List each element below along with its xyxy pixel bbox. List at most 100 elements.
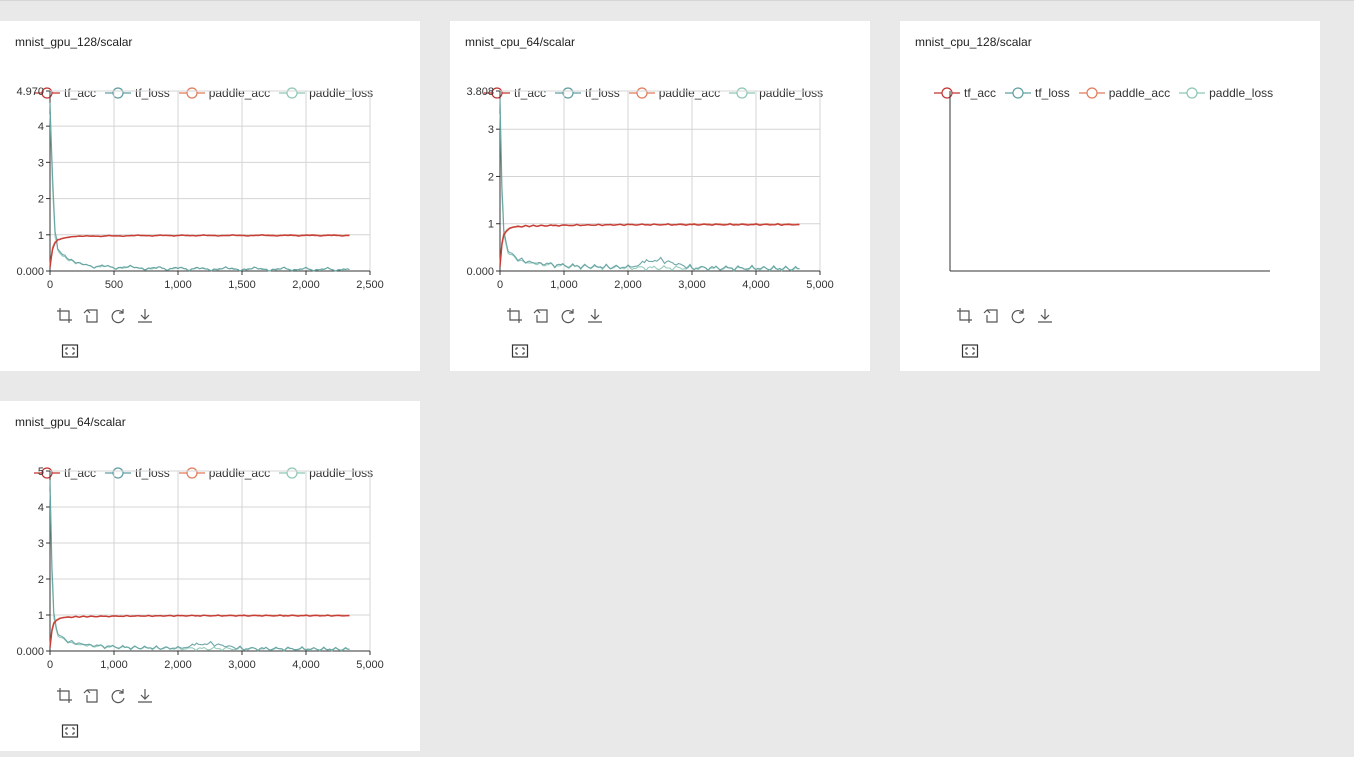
series-line-tf-loss [49, 102, 350, 272]
legend-item-paddle-acc[interactable]: paddle_acc [178, 465, 271, 481]
chart-title: mnist_gpu_64/scalar [15, 415, 126, 429]
y-tick-label: 1 [488, 219, 494, 231]
legend-label: paddle_acc [1108, 86, 1171, 101]
chart-legend: tf_acc tf_loss paddle_acc paddle_loss [934, 85, 1282, 101]
fullscreen-icon[interactable] [61, 342, 79, 360]
chart-title: mnist_cpu_64/scalar [465, 35, 576, 49]
x-tick-label: 2,000 [292, 279, 320, 291]
x-tick-label: 4,000 [292, 659, 320, 671]
legend-label: tf_loss [135, 86, 170, 101]
legend-label: paddle_acc [208, 466, 271, 481]
undo-icon[interactable] [82, 307, 100, 325]
x-tick-label: 1,500 [228, 279, 256, 291]
y-tick-label: 4.970 [16, 86, 44, 98]
y-tick-label: 3.808 [466, 86, 494, 98]
undo-icon[interactable] [82, 687, 100, 705]
x-tick-label: 5,000 [356, 659, 384, 671]
y-tick-label: 0.000 [466, 266, 494, 278]
series-line-paddle-loss [49, 114, 350, 272]
legend-label: paddle_acc [208, 86, 271, 101]
x-tick-label: 0 [47, 279, 53, 291]
x-tick-label: 2,000 [164, 659, 192, 671]
y-tick-label: 3 [38, 157, 44, 169]
crop-icon[interactable] [56, 307, 74, 325]
x-tick-label: 4,000 [742, 279, 770, 291]
x-tick-label: 500 [105, 279, 123, 291]
y-tick-label: 5 [38, 466, 44, 478]
legend-label: tf_loss [585, 86, 620, 101]
legend-label: tf_acc [514, 86, 547, 101]
y-tick-label: 2 [488, 171, 494, 183]
download-icon[interactable] [136, 687, 154, 705]
undo-icon[interactable] [532, 307, 550, 325]
series-line-paddle-acc [499, 222, 800, 265]
chart-legend: tf_acc tf_loss paddle_acc paddle_loss [34, 465, 382, 481]
legend-label: paddle_loss [1209, 86, 1274, 101]
legend-item-tf-loss[interactable]: tf_loss [105, 85, 170, 100]
fullscreen-icon[interactable] [61, 722, 79, 740]
legend-item-tf-loss[interactable]: tf_loss [1005, 85, 1070, 100]
series-line-paddle-acc [49, 233, 350, 267]
undo-icon[interactable] [982, 307, 1000, 325]
download-icon[interactable] [586, 307, 604, 325]
restore-icon[interactable] [1009, 307, 1027, 325]
y-tick-label: 4 [38, 121, 44, 133]
fullscreen-icon[interactable] [511, 342, 529, 360]
restore-icon[interactable] [109, 687, 127, 705]
download-icon[interactable] [1036, 307, 1054, 325]
legend-label: paddle_loss [309, 466, 374, 481]
legend-item-paddle-loss[interactable]: paddle_loss [729, 85, 823, 100]
legend-label: paddle_acc [658, 86, 721, 101]
legend-item-paddle-acc[interactable]: paddle_acc [1078, 85, 1171, 101]
x-tick-label: 0 [47, 659, 53, 671]
x-tick-label: 3,000 [228, 659, 256, 671]
series-line-tf-acc [49, 614, 350, 648]
y-tick-label: 0.000 [16, 266, 44, 278]
chart-card-mnist-gpu-128: mnist_gpu_128/scalar tf_acc tf_loss paddle… [0, 21, 420, 371]
y-tick-label: 3 [38, 538, 44, 550]
x-tick-label: 1,000 [100, 659, 128, 671]
legend-label: tf_acc [64, 466, 97, 481]
crop-icon[interactable] [956, 307, 974, 325]
x-tick-label: 0 [497, 279, 503, 291]
legend-label: tf_acc [964, 86, 997, 101]
legend-marker-icon [1005, 87, 1032, 99]
download-icon[interactable] [136, 307, 154, 325]
y-tick-label: 1 [38, 230, 44, 242]
crop-icon[interactable] [506, 307, 524, 325]
legend-marker-icon [1179, 87, 1206, 99]
series-line-paddle-loss [49, 491, 350, 652]
chart-card-mnist-gpu-64: mnist_gpu_64/scalar tf_acc tf_loss paddle_… [0, 401, 420, 751]
legend-marker-icon [1078, 87, 1105, 99]
legend-item-tf-acc[interactable]: tf_acc [34, 85, 96, 100]
chart-card-mnist-cpu-64: mnist_cpu_64/scalar tf_acc tf_loss paddle_… [450, 21, 870, 371]
y-tick-label: 3 [488, 124, 494, 136]
x-tick-label: 1,000 [550, 279, 578, 291]
fullscreen-icon[interactable] [961, 342, 979, 360]
restore-icon[interactable] [559, 307, 577, 325]
y-tick-label: 0.000 [16, 646, 44, 658]
x-tick-label: 2,500 [356, 279, 384, 291]
legend-item-tf-acc[interactable]: tf_acc [34, 465, 96, 480]
x-tick-label: 2,000 [614, 279, 642, 291]
series-line-tf-acc [49, 234, 350, 268]
y-tick-label: 2 [38, 194, 44, 206]
legend-label: paddle_loss [309, 86, 374, 101]
top-border [0, 0, 1354, 1]
chart-plot[interactable]: 0.000 1 2 3 3.808 0 1,000 2,000 3,000 4,000 5,000 [450, 21, 870, 371]
x-tick-label: 5,000 [806, 279, 834, 291]
legend-item-paddle-acc[interactable]: paddle_acc [628, 85, 721, 101]
restore-icon[interactable] [109, 307, 127, 325]
crop-icon[interactable] [56, 687, 74, 705]
legend-label: paddle_loss [759, 86, 824, 101]
y-tick-label: 4 [38, 502, 44, 514]
legend-item-paddle-loss[interactable]: paddle_loss [1179, 85, 1273, 100]
chart-plot[interactable] [900, 21, 1320, 371]
chart-plot[interactable]: 0.000 1 2 3 4 4.970 0 500 1,000 1,500 2,000 2,500 [0, 21, 420, 371]
x-tick-label: 1,000 [164, 279, 192, 291]
y-tick-label: 2 [38, 574, 44, 586]
series-line-paddle-loss [499, 113, 800, 272]
chart-plot[interactable]: 0.000 1 2 3 4 5 0 1,000 2,000 3,000 4,000 5,000 [0, 401, 420, 751]
legend-label: tf_loss [1035, 86, 1070, 101]
y-tick-label: 1 [38, 610, 44, 622]
